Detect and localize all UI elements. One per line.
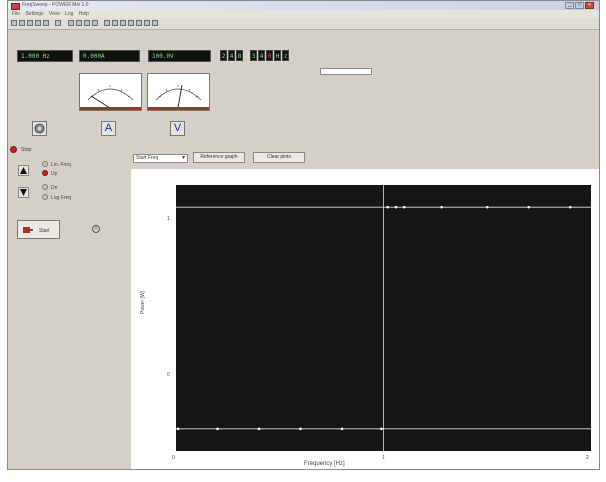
ammeter-dial — [87, 85, 134, 109]
y-tick-0: 0 — [167, 372, 170, 378]
data-point-5 — [380, 427, 383, 431]
reference-graph-button[interactable]: Reference graph — [193, 152, 245, 163]
plot-panel: Frequency [Hz] Power [W] 0 1 2 0 1 — [131, 169, 599, 469]
radio-lin-freq[interactable] — [42, 161, 48, 167]
new-file-icon[interactable] — [11, 20, 17, 26]
undo-icon[interactable] — [55, 20, 61, 26]
plot-canvas — [176, 185, 591, 451]
freq-digit-5[interactable]: 4 — [258, 50, 265, 61]
motor-icon — [23, 227, 33, 233]
stop-icon[interactable] — [84, 20, 90, 26]
step-icon[interactable] — [76, 20, 82, 26]
settings-button[interactable] — [32, 121, 47, 136]
data-point-0 — [176, 427, 180, 431]
menu-log[interactable]: Log — [65, 11, 74, 17]
mode-select[interactable]: Start Freq ▼ — [133, 154, 188, 163]
freq-unit-h: H — [274, 50, 281, 61]
voltage-readout: 100.0V — [148, 50, 211, 62]
freq-digit-4[interactable]: 3 — [250, 50, 257, 61]
x-tick-1: 1 — [382, 455, 385, 461]
sweep-down-button[interactable] — [18, 187, 29, 198]
app-window: FreqSweep - POWER Mix 1.0 _ □ × File Set… — [7, 0, 600, 470]
ammeter-base — [80, 107, 141, 110]
app-icon — [11, 3, 20, 10]
cursor-icon[interactable] — [104, 20, 110, 26]
amp-meter-button[interactable]: A — [101, 121, 116, 136]
menu-bar: File Settings View Log Help — [8, 10, 599, 18]
menu-help[interactable]: Help — [78, 11, 90, 17]
freq-unit-z: z — [282, 50, 289, 61]
triangle-down-icon — [20, 189, 27, 196]
close-button[interactable]: × — [585, 2, 594, 9]
data-point-3 — [299, 427, 302, 431]
progress-field — [320, 68, 372, 75]
x-tick-2: 2 — [586, 455, 589, 461]
pen-icon[interactable] — [128, 20, 134, 26]
zoom-in-icon[interactable] — [112, 20, 118, 26]
data-point-7 — [394, 205, 398, 209]
menu-view[interactable]: View — [48, 11, 60, 17]
status-led — [10, 146, 17, 153]
plot-area[interactable] — [176, 185, 591, 451]
volt-meter-button[interactable]: V — [170, 121, 185, 136]
minimize-button[interactable]: _ — [565, 2, 574, 9]
freq-digit-3[interactable]: 8 — [236, 50, 243, 61]
ammeter-gauge — [79, 73, 142, 111]
radio-log-freq-label: Log Freq — [51, 195, 72, 201]
radio-up-label: Up — [51, 171, 58, 177]
clear-plots-button[interactable]: Clear plots — [253, 152, 305, 163]
data-point-9 — [440, 205, 443, 209]
triangle-up-icon — [20, 167, 27, 174]
data-point-4 — [340, 427, 344, 431]
x-tick-0: 0 — [172, 455, 175, 461]
settings-icon[interactable] — [152, 20, 158, 26]
save-icon[interactable] — [27, 20, 33, 26]
timer-icon — [92, 225, 100, 233]
open-file-icon[interactable] — [19, 20, 25, 26]
start-button-label: Start — [39, 228, 50, 234]
freq-digit-2[interactable]: 4 — [228, 50, 235, 61]
title-bar: FreqSweep - POWER Mix 1.0 _ □ × — [8, 1, 599, 10]
frequency-readout: 1.000 Hz — [17, 50, 73, 62]
toolbar — [8, 18, 599, 30]
data-point-12 — [568, 205, 572, 209]
freq-digit-6[interactable]: 0 — [266, 50, 273, 61]
x-axis-label: Frequency [Hz] — [304, 461, 345, 467]
data-point-1 — [216, 427, 219, 431]
export-icon[interactable] — [43, 20, 49, 26]
maximize-button[interactable]: □ — [575, 2, 584, 9]
chevron-down-icon: ▼ — [181, 155, 186, 161]
radio-dn[interactable] — [42, 184, 48, 190]
freq-digit-1[interactable]: 2 — [220, 50, 227, 61]
radio-log-freq[interactable] — [42, 194, 48, 200]
zoom-out-icon[interactable] — [120, 20, 126, 26]
voltmeter-gauge — [147, 73, 210, 111]
data-point-11 — [527, 205, 531, 209]
status-label: Stop — [21, 147, 32, 153]
data-point-8 — [402, 205, 406, 209]
radio-up[interactable] — [42, 170, 48, 176]
radio-lin-freq-label: Lin. Freq — [51, 162, 71, 168]
current-readout: 0.000A — [79, 50, 140, 62]
voltmeter-base — [148, 107, 209, 110]
mode-select-value: Start Freq — [136, 155, 159, 161]
y-tick-1: 1 — [167, 216, 170, 222]
record-icon[interactable] — [92, 20, 98, 26]
chart-icon[interactable] — [136, 20, 142, 26]
start-button[interactable]: Start — [17, 220, 60, 239]
gear-icon — [34, 123, 45, 134]
menu-file[interactable]: File — [12, 11, 21, 17]
window-title: FreqSweep - POWER Mix 1.0 — [22, 2, 89, 8]
voltmeter-dial — [155, 84, 202, 109]
grid-icon[interactable] — [144, 20, 150, 26]
play-icon[interactable] — [68, 20, 74, 26]
data-point-6 — [386, 205, 389, 209]
print-icon[interactable] — [35, 20, 41, 26]
sweep-up-button[interactable] — [18, 165, 29, 176]
data-point-2 — [257, 427, 261, 431]
y-axis-label: Power [W] — [140, 290, 146, 314]
radio-dn-label: Dn — [51, 185, 58, 191]
data-point-10 — [485, 205, 489, 209]
menu-settings[interactable]: Settings — [25, 11, 44, 17]
